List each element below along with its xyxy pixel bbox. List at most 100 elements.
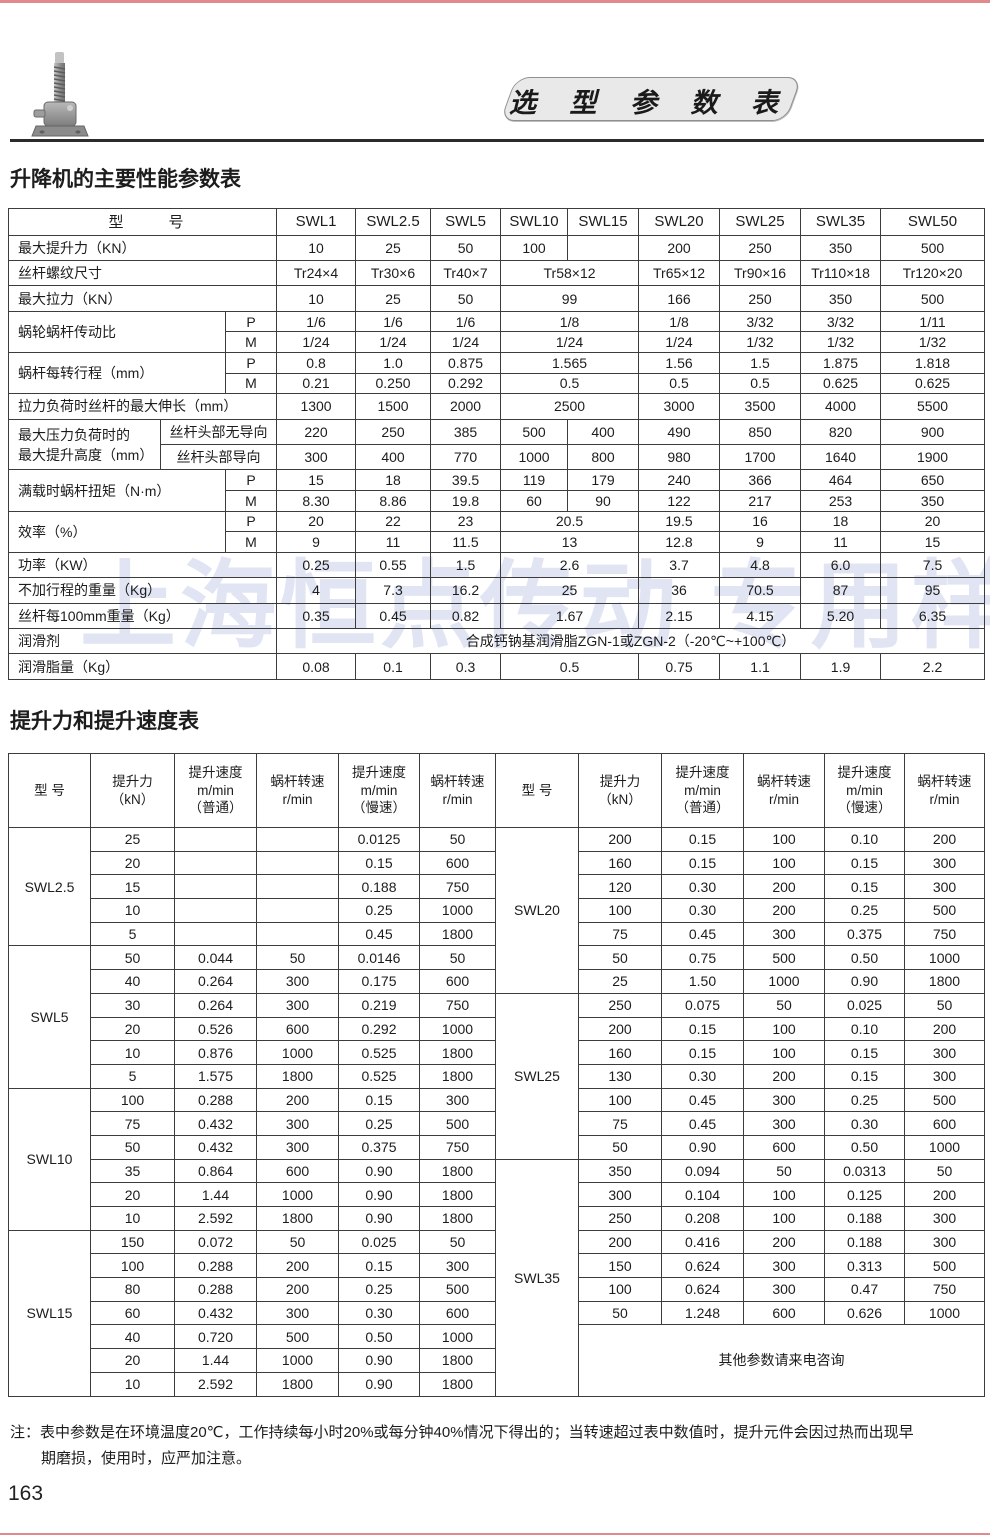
value-cell: 1.5 (719, 352, 802, 374)
value-cell: 1.0 (355, 352, 432, 374)
value-cell: 50 (419, 1229, 496, 1255)
value-cell: 0.624 (661, 1277, 744, 1302)
value-cell: 122 (638, 490, 721, 512)
value-cell: 250 (578, 1206, 662, 1231)
value-cell: 300 (904, 1063, 985, 1089)
value-cell: 366 (719, 469, 802, 492)
table-row: 5 1.575 1800 0.525 1800 130 0.30 200 0.15 300 (9, 1063, 985, 1089)
row-label: 最大提升力（KN） (7, 234, 278, 262)
value-cell: 0.15 (661, 850, 744, 876)
value-cell: 300 (904, 1206, 985, 1231)
column-header: 蜗杆转速 r/min (904, 753, 985, 828)
value-cell: 1000 (419, 1016, 496, 1042)
value-cell: 1800 (419, 1206, 496, 1231)
value-cell: 20 (276, 510, 357, 533)
value-cell: Tr58×12 (500, 260, 640, 287)
value-cell: 70.5 (719, 577, 802, 604)
value-cell: 5 (90, 921, 175, 947)
value-cell: 0.30 (661, 874, 744, 900)
table-row: 60 0.432 300 0.30 600 50 1.248 600 0.626 1000 (9, 1300, 985, 1326)
value-cell: 2.6 (500, 551, 640, 579)
value-cell: 0.45 (338, 921, 420, 947)
value-cell: 0.45 (661, 1087, 744, 1113)
value-cell: 0.208 (661, 1206, 744, 1231)
value-cell: 0.1 (355, 653, 432, 680)
value-cell: 11 (800, 531, 882, 553)
value-cell: 0.264 (174, 969, 257, 994)
value-cell: 25 (355, 285, 432, 312)
value-cell: 300 (743, 921, 825, 947)
value-cell: 100 (743, 827, 825, 852)
table-row: SWL2.5 25 0.0125 50 SWL20 200 0.15 100 0.10 200 (8, 826, 985, 994)
value-cell: 166 (638, 285, 721, 312)
value-cell: 2.15 (638, 602, 721, 630)
value-cell: 0.044 (174, 945, 257, 971)
value-cell: 0.526 (174, 1016, 257, 1042)
value-cell: 0.47 (824, 1277, 905, 1302)
value-cell: 100 (90, 1253, 175, 1279)
value-cell: 1/24 (500, 331, 640, 354)
value-cell: 20 (90, 1182, 175, 1207)
value-cell: 1800 (256, 1371, 339, 1397)
value-cell: 200 (256, 1277, 339, 1302)
value-cell: 6.0 (800, 551, 882, 579)
table-row: 10 0.876 1000 0.525 1800 160 0.15 100 0.15 300 (9, 1040, 985, 1065)
value-cell: 10 (90, 1206, 175, 1231)
row-label: 拉力负荷时丝杆的最大伸长（mm） (7, 393, 278, 420)
value-cell: 10 (90, 898, 175, 923)
model-header: SWL35 (800, 208, 882, 236)
value-cell: 900 (880, 418, 986, 446)
value-cell: 5500 (880, 393, 986, 420)
table-row: 30 0.264 300 0.219 750 SWL25 250 0.075 50 0.025 50 (9, 992, 985, 1160)
value-cell: 8.30 (276, 490, 357, 512)
value-cell: 合成钙钠基润滑脂ZGN-1或ZGN-2（-20℃~+100℃） (276, 628, 986, 655)
value-cell: 4.8 (719, 551, 802, 579)
value-cell: 490 (638, 418, 721, 446)
value-cell: 4 (276, 577, 357, 604)
sub-label: M (224, 372, 278, 395)
value-cell: 300 (743, 1277, 825, 1302)
value-cell: 0.375 (824, 921, 905, 947)
table-row: 100 0.288 200 0.15 300 150 0.624 300 0.313 500 (9, 1253, 985, 1279)
value-cell: 0.104 (661, 1182, 744, 1207)
value-cell: 1000 (743, 969, 825, 994)
value-cell: 0.188 (338, 874, 420, 900)
value-cell: 1.56 (638, 352, 721, 374)
value-cell: 0.624 (661, 1253, 744, 1279)
model-header: SWL10 (500, 208, 569, 236)
model-cell: SWL5 (8, 945, 91, 1089)
value-cell: 1.67 (500, 602, 640, 630)
value-cell: 600 (904, 1111, 985, 1136)
sub-label: M (224, 331, 278, 354)
value-cell: 300 (256, 1111, 339, 1136)
value-cell: 250 (719, 285, 802, 312)
value-cell: 0.188 (824, 1206, 905, 1231)
value-cell: 25 (90, 827, 175, 852)
value-cell: 0.094 (661, 1158, 744, 1184)
value-cell: 1000 (419, 898, 496, 923)
column-header: 蜗杆转速 r/min (419, 753, 496, 828)
value-cell: 750 (419, 874, 496, 900)
value-cell: 0.288 (174, 1087, 257, 1113)
table-row: 20 1.44 1000 0.90 1800 300 0.104 100 0.125 200 (9, 1182, 985, 1207)
value-cell: 0.432 (174, 1111, 257, 1136)
value-cell: 1000 (419, 1324, 496, 1350)
value-cell: 20 (880, 510, 986, 533)
value-cell: 200 (904, 1182, 985, 1207)
value-cell: 25 (500, 577, 640, 604)
value-cell: 600 (419, 850, 496, 876)
value-cell: 300 (419, 1087, 496, 1113)
top-border-line (0, 0, 990, 3)
value-cell: 0.75 (638, 653, 721, 680)
bottom-border-line (0, 1533, 990, 1535)
value-cell: 1.875 (800, 352, 882, 374)
value-cell: 1/32 (880, 331, 986, 354)
value-cell: 200 (743, 1063, 825, 1089)
value-cell: 200 (743, 898, 825, 923)
value-cell: 0.025 (338, 1229, 420, 1255)
value-cell: 1.1 (719, 653, 802, 680)
value-cell: 0.626 (824, 1300, 905, 1326)
model-header: SWL15 (567, 208, 640, 236)
value-cell: 15 (276, 469, 357, 492)
